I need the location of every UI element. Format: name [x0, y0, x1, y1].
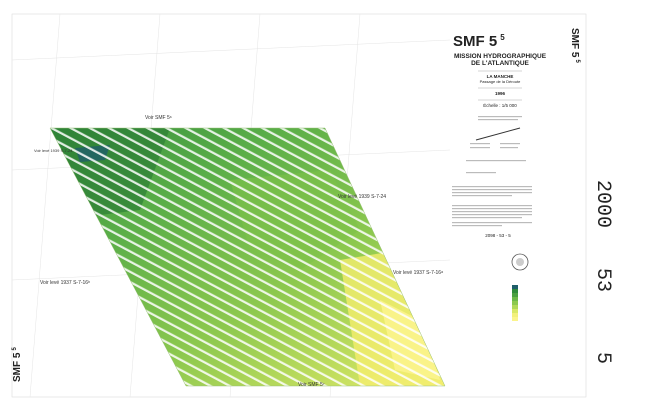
map-label: Voir levé 1937 S-7-16ᵃ — [393, 270, 443, 276]
title: SMF 5 — [569, 28, 580, 58]
map-label: Voir levé 1939 S-7-24 — [338, 194, 386, 200]
title-sup: 5 — [574, 59, 580, 63]
title: SMF 5 — [453, 33, 497, 50]
side-title: SMF 55 — [569, 28, 580, 63]
title-sup: 5 — [12, 347, 18, 351]
organisation: MISSION HYDROGRAPHIQUE — [454, 53, 547, 60]
side-code: 5 — [591, 352, 614, 364]
title-sup: 5 — [500, 33, 505, 42]
map-label: Voir SMF 5⁶ — [145, 115, 172, 121]
map-label: Voir SMF 5⁷ — [298, 382, 325, 388]
year: 1996 — [495, 91, 506, 96]
colour-scale — [512, 285, 518, 321]
reference: 2098 - 53 - 5 — [485, 233, 511, 238]
fine-print — [452, 116, 532, 227]
area: Passage de la Déroute — [480, 79, 521, 84]
survey-outline — [49, 127, 446, 387]
side-title: SMF 55 — [12, 347, 23, 382]
seal — [511, 253, 529, 271]
scale: Échelle : 1/5 000 — [483, 102, 517, 108]
organisation: DE L'ATLANTIQUE — [471, 60, 529, 67]
map-label: Voir levé 1939 S-7-24 — [34, 148, 73, 153]
side-code: 2000 — [591, 180, 614, 228]
seal-center — [516, 258, 524, 266]
region: LA MANCHE — [487, 74, 514, 79]
title: SMF 5 — [12, 352, 23, 382]
map-label: Voir levé 1937 S-7-16ᵇ — [40, 280, 90, 286]
side-code: 53 — [591, 268, 614, 292]
